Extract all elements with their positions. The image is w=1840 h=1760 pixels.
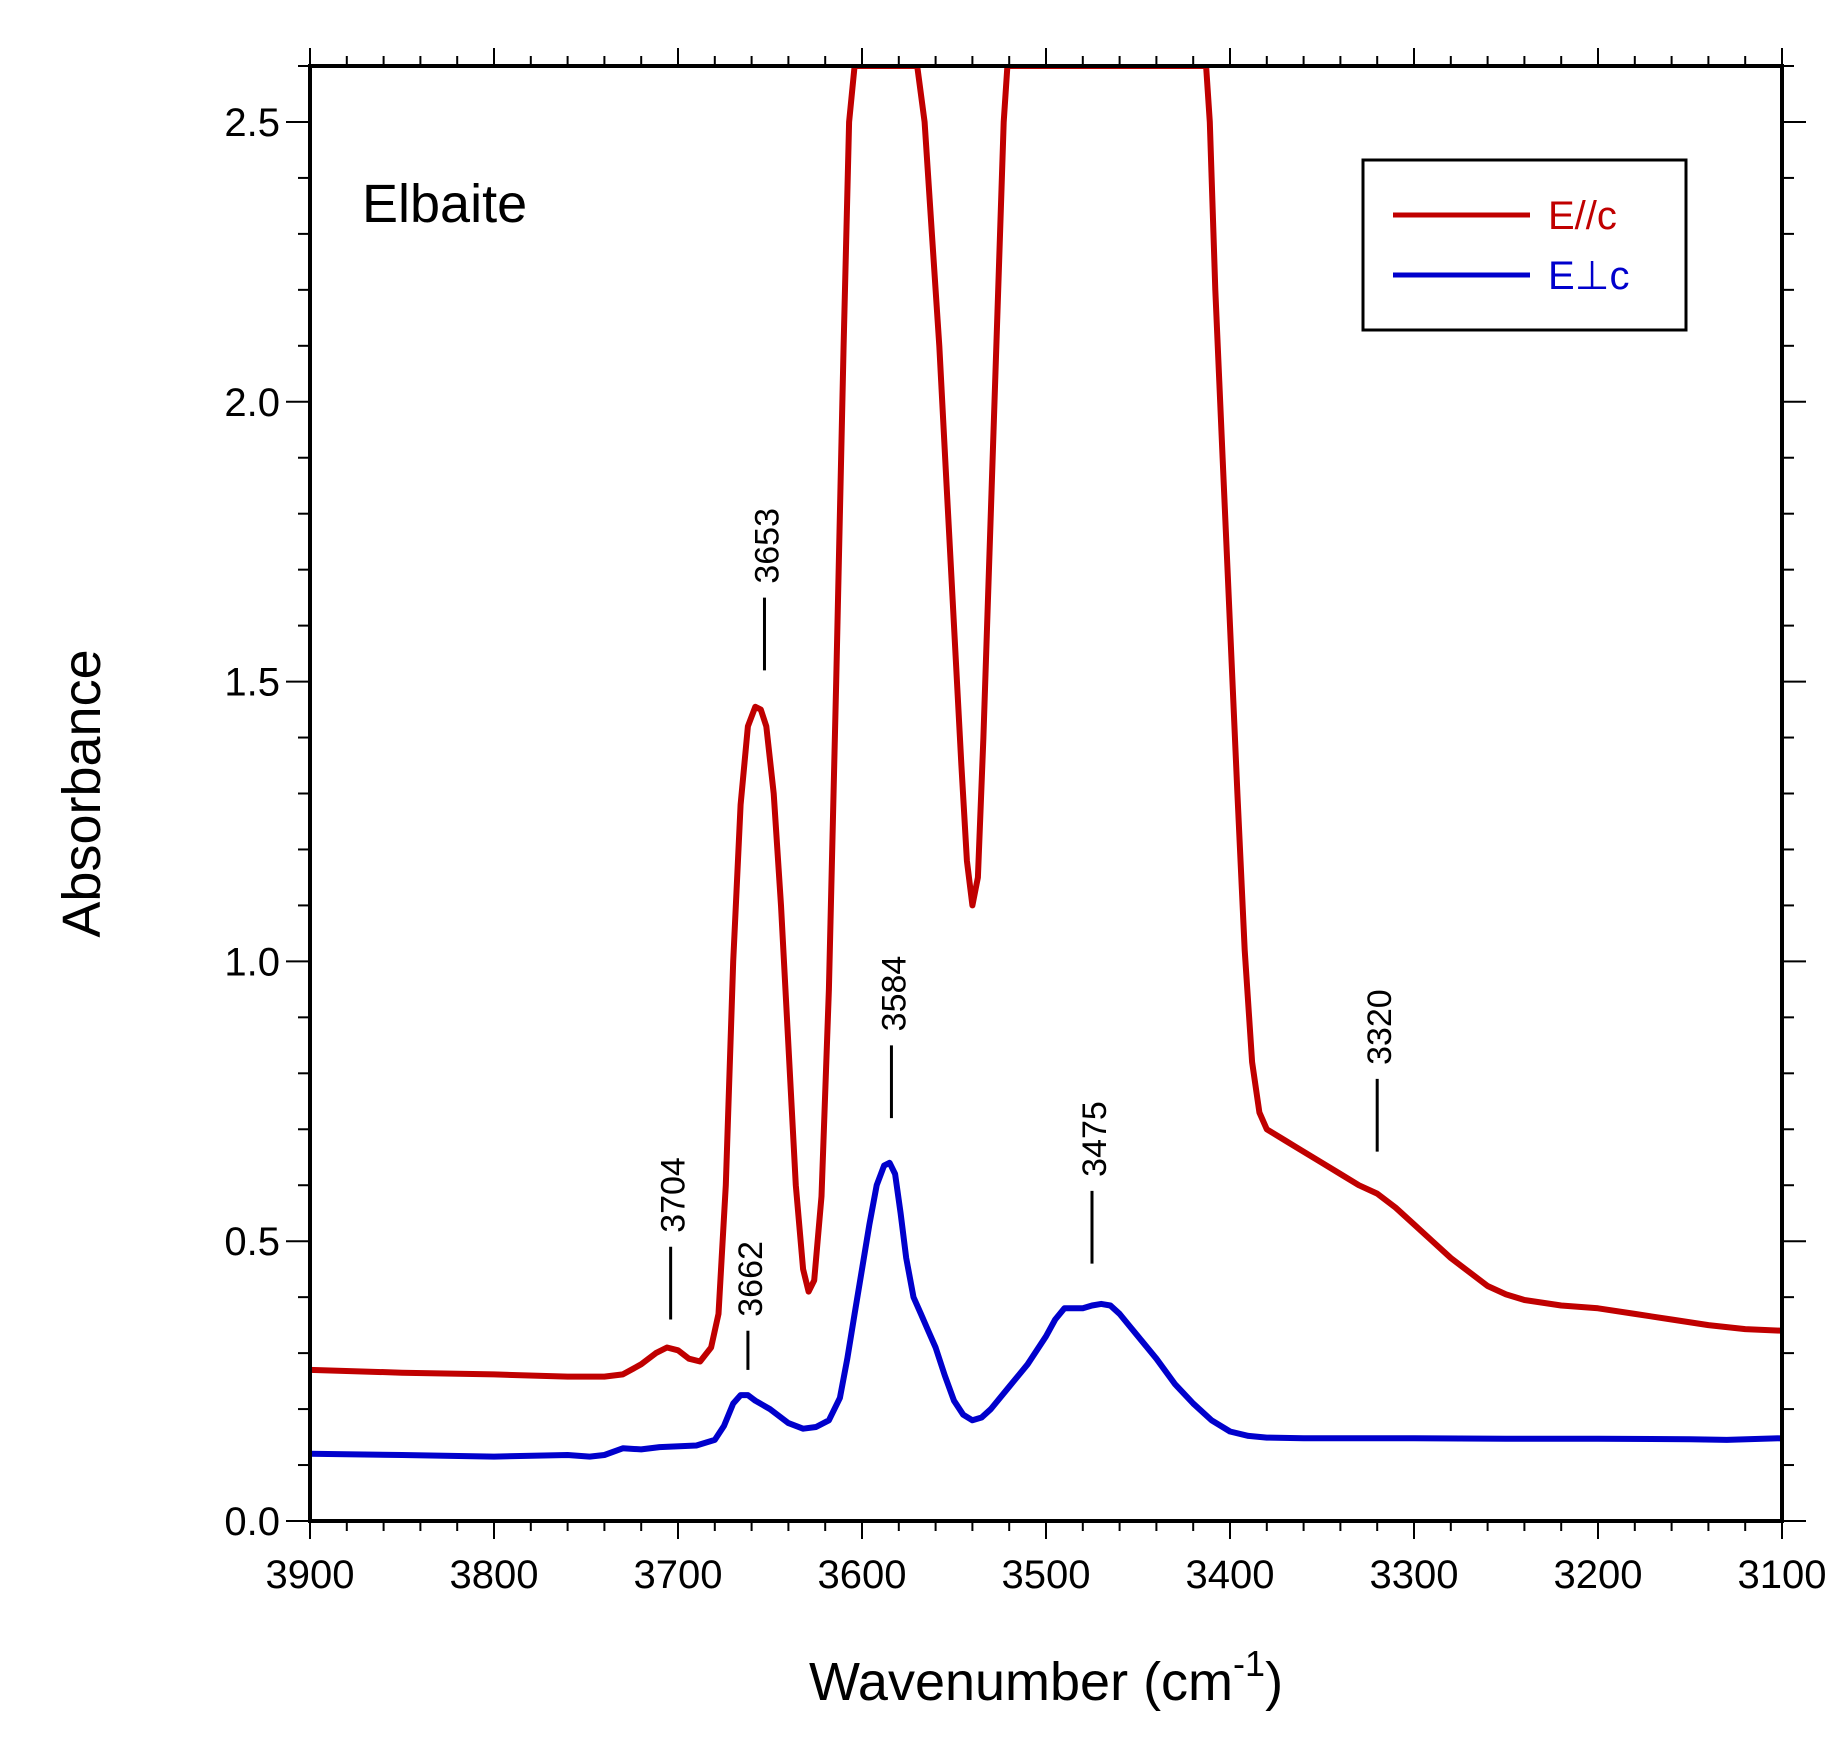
- x-axis-title-main: Wavenumber (cm: [809, 1652, 1233, 1712]
- y-tick-label: 2.5: [224, 101, 280, 145]
- peak-label-3475: 3475: [1076, 1101, 1114, 1177]
- peak-label-3653: 3653: [748, 508, 786, 584]
- x-axis-title-tail: ): [1265, 1652, 1283, 1712]
- legend-label-e-parallel-c: E//c: [1548, 194, 1617, 238]
- y-tick-label: 0.5: [224, 1220, 280, 1264]
- legend-box: [1361, 158, 1688, 332]
- plot-frame: [308, 64, 1784, 1523]
- x-tick-label: 3800: [450, 1553, 539, 1597]
- x-tick-label: 3400: [1186, 1553, 1275, 1597]
- x-axis-title-sup: -1: [1233, 1643, 1265, 1684]
- x-tick-label: 3700: [634, 1553, 723, 1597]
- peak-label-3662: 3662: [732, 1241, 770, 1317]
- y-tick-label: 2.0: [224, 381, 280, 425]
- chart-title: Elbaite: [362, 174, 527, 234]
- axis-labels: 3900 3800 3700 3600 3500 3400 3300 3200 3100 0.0 0…: [224, 101, 1826, 1597]
- x-tick-label: 3500: [1002, 1553, 1091, 1597]
- series-line-e-parallel-c: [310, 66, 1782, 1380]
- legend: E//c E⊥c: [1361, 158, 1688, 332]
- x-tick-label: 3600: [818, 1553, 907, 1597]
- plot-area: [310, 66, 1782, 1460]
- y-tick-label: 0.0: [224, 1500, 280, 1544]
- x-tick-label: 3200: [1554, 1553, 1643, 1597]
- x-tick-label: 3300: [1370, 1553, 1459, 1597]
- y-axis-title: Absorbance: [52, 649, 112, 937]
- peak-annotations: 3704 3653 3662 3584 3475 3320: [655, 508, 1399, 1370]
- peak-label-3704: 3704: [655, 1157, 693, 1233]
- peak-label-3320: 3320: [1361, 989, 1399, 1065]
- series-line-e-perp-c: [310, 1159, 1782, 1460]
- x-tick-label: 3900: [266, 1553, 355, 1597]
- x-axis-title: Wavenumber (cm-1): [809, 1643, 1283, 1712]
- legend-label-e-perp-c: E⊥c: [1548, 254, 1630, 298]
- peak-label-3584: 3584: [875, 956, 913, 1032]
- y-tick-label: 1.0: [224, 940, 280, 984]
- y-tick-label: 1.5: [224, 661, 280, 705]
- x-tick-label: 3100: [1738, 1553, 1827, 1597]
